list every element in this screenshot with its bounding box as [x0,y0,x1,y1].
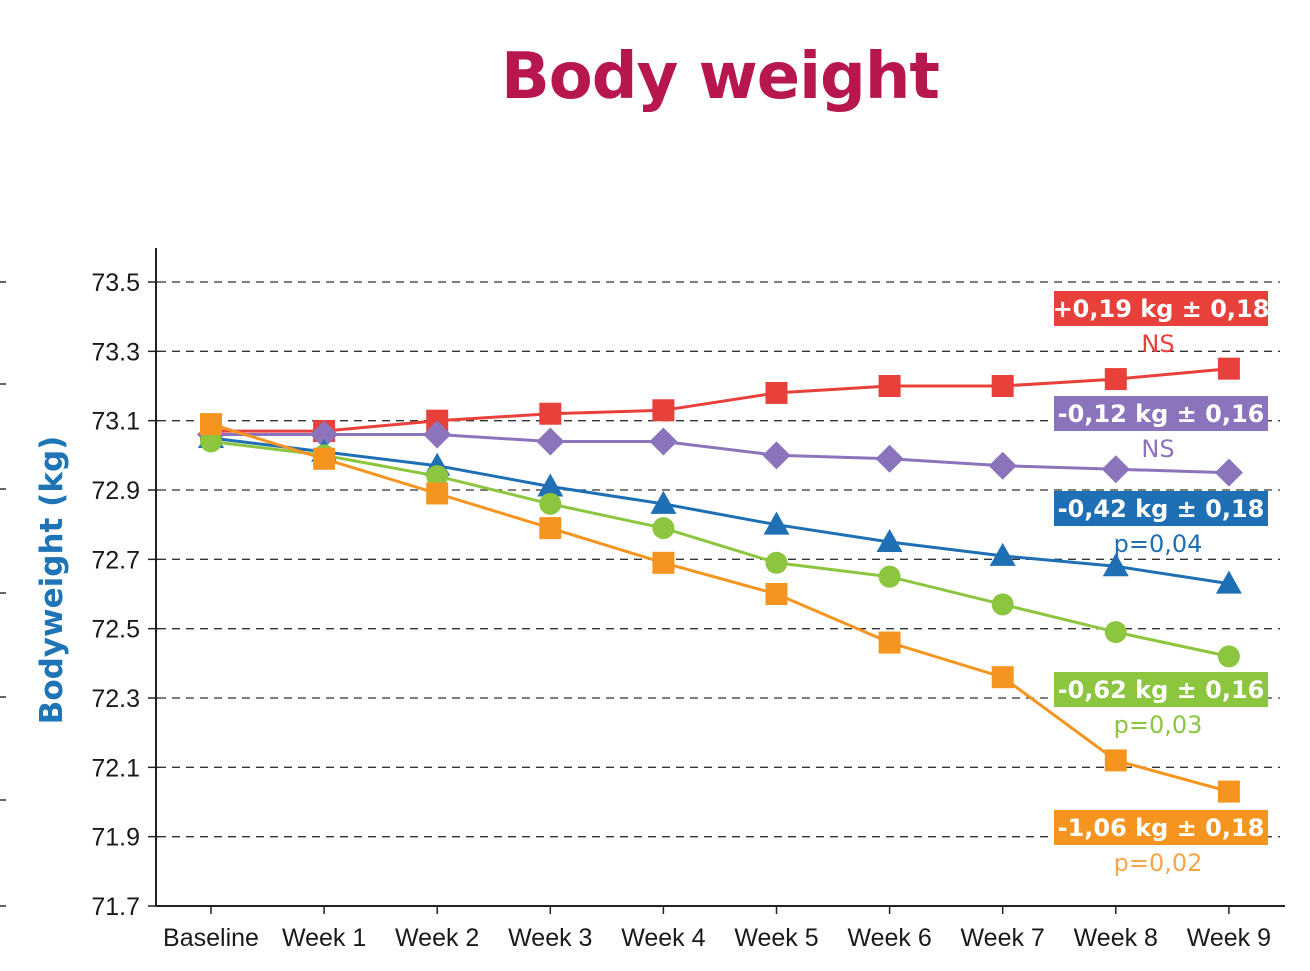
x-tick-label: Week 8 [1074,924,1158,952]
data-point [537,473,564,497]
x-tick-label: Week 2 [395,924,479,952]
x-tick-label: Week 5 [734,924,818,952]
data-point [1217,645,1240,668]
series-line [211,433,1229,475]
annotation-significance: p=0,04 [1114,530,1203,558]
data-point [765,583,788,605]
y-tick-label: 72.9 [91,477,140,505]
annotation-box [1054,672,1268,707]
axes [0,248,1285,914]
data-point [1217,357,1240,380]
annotation-box [1054,491,1268,526]
data-point [878,375,901,397]
series-line [210,436,1230,586]
annotation-significance: NS [1141,435,1174,463]
series-line [210,422,1230,794]
x-tick-label: Week 1 [282,924,366,952]
data-point [652,399,675,422]
y-tick-label: 72.5 [91,616,140,644]
data-point [539,402,562,425]
y-axis-label: Bodyweight (kg) [34,436,70,725]
annotation-box [1054,396,1268,431]
x-tick-label: Week 3 [508,924,592,952]
y-tick-label: 71.9 [91,824,140,852]
series-4 [200,430,1240,668]
y-tick-label: 72.7 [91,546,140,574]
data-point [200,413,222,436]
annotation-value: -0,42 kg ± 0,18 [1058,495,1265,523]
data-point [875,444,904,473]
data-point [1104,368,1127,391]
data-point [536,427,565,456]
data-point [539,517,562,540]
data-point [539,492,562,515]
annotation-significance: p=0,03 [1114,711,1203,739]
x-tick-label: Baseline [163,924,259,952]
annotation-value: -1,06 kg ± 0,18 [1058,814,1265,842]
annotation-2: -0,12 kg ± 0,16 NS [1054,396,1268,463]
data-point [988,451,1017,480]
data-point [763,511,790,535]
data-point [991,666,1014,689]
series-line [211,367,1230,433]
annotation-3: -0,42 kg ± 0,18 p=0,04 [1054,491,1268,558]
data-point [423,420,452,449]
data-point [313,447,336,470]
annotation-1: +0,19 kg ± 0,18 NS [1053,291,1270,358]
x-tick-label: Week 7 [961,924,1045,952]
annotation-box [1054,810,1268,845]
annotation-value: -0,62 kg ± 0,16 [1058,676,1265,704]
annotation-box [1054,291,1268,326]
x-tick-label: Week 9 [1187,924,1271,952]
annotation-value: -0,12 kg ± 0,16 [1058,400,1265,428]
data-point [1104,749,1127,772]
y-tick-label: 73.5 [91,269,140,297]
y-tick-label: 73.3 [91,338,140,366]
annotation-value: +0,19 kg ± 0,18 [1053,295,1270,323]
x-tick-labels: Baseline Week 1 Week 2 Week 3 Week 4 Week 5 We… [163,924,1271,952]
chart-title: Body weight [501,40,940,114]
data-point [1217,780,1240,803]
x-tick-label: Week 4 [621,924,705,952]
y-tick-label: 71.7 [91,893,140,921]
data-point [426,482,449,505]
data-point [991,593,1014,616]
x-tick-label: Week 6 [847,924,931,952]
data-point [310,420,339,449]
data-point [652,517,675,540]
data-point [1101,455,1130,484]
gridlines [158,281,1280,838]
y-tick-label: 72.1 [91,754,140,782]
data-point [991,375,1014,397]
data-point [878,631,901,654]
data-point [200,430,222,453]
data-point [1215,570,1242,594]
y-tick-labels: 73.5 73.3 73.1 72.9 72.7 72.5 72.3 72.1 71.9 71.7 [91,269,140,921]
data-point [649,427,678,456]
data-point [1214,458,1243,487]
data-point [762,441,791,470]
data-point [876,529,903,552]
y-tick-label: 72.3 [91,685,140,713]
y-tick-label: 73.1 [91,408,140,436]
series-5 [200,413,1240,803]
series-2 [197,420,1243,487]
annotations: +0,19 kg ± 0,18 NS -0,12 kg ± 0,16 NS -0,42 … [1053,291,1270,877]
series-group [197,357,1243,803]
data-point [650,490,677,514]
data-point [426,465,449,488]
data-point [765,381,788,404]
annotation-significance: NS [1141,330,1174,358]
data-point [765,551,788,574]
annotation-4: -0,62 kg ± 0,16 p=0,03 [1054,672,1268,739]
data-point [1102,553,1129,577]
series-line [210,440,1230,658]
data-point [1104,621,1127,644]
annotation-significance: p=0,02 [1114,849,1203,877]
data-point [652,551,675,574]
data-point [989,542,1016,566]
annotation-5: -1,06 kg ± 0,18 p=0,02 [1054,810,1268,877]
data-point [878,565,901,588]
